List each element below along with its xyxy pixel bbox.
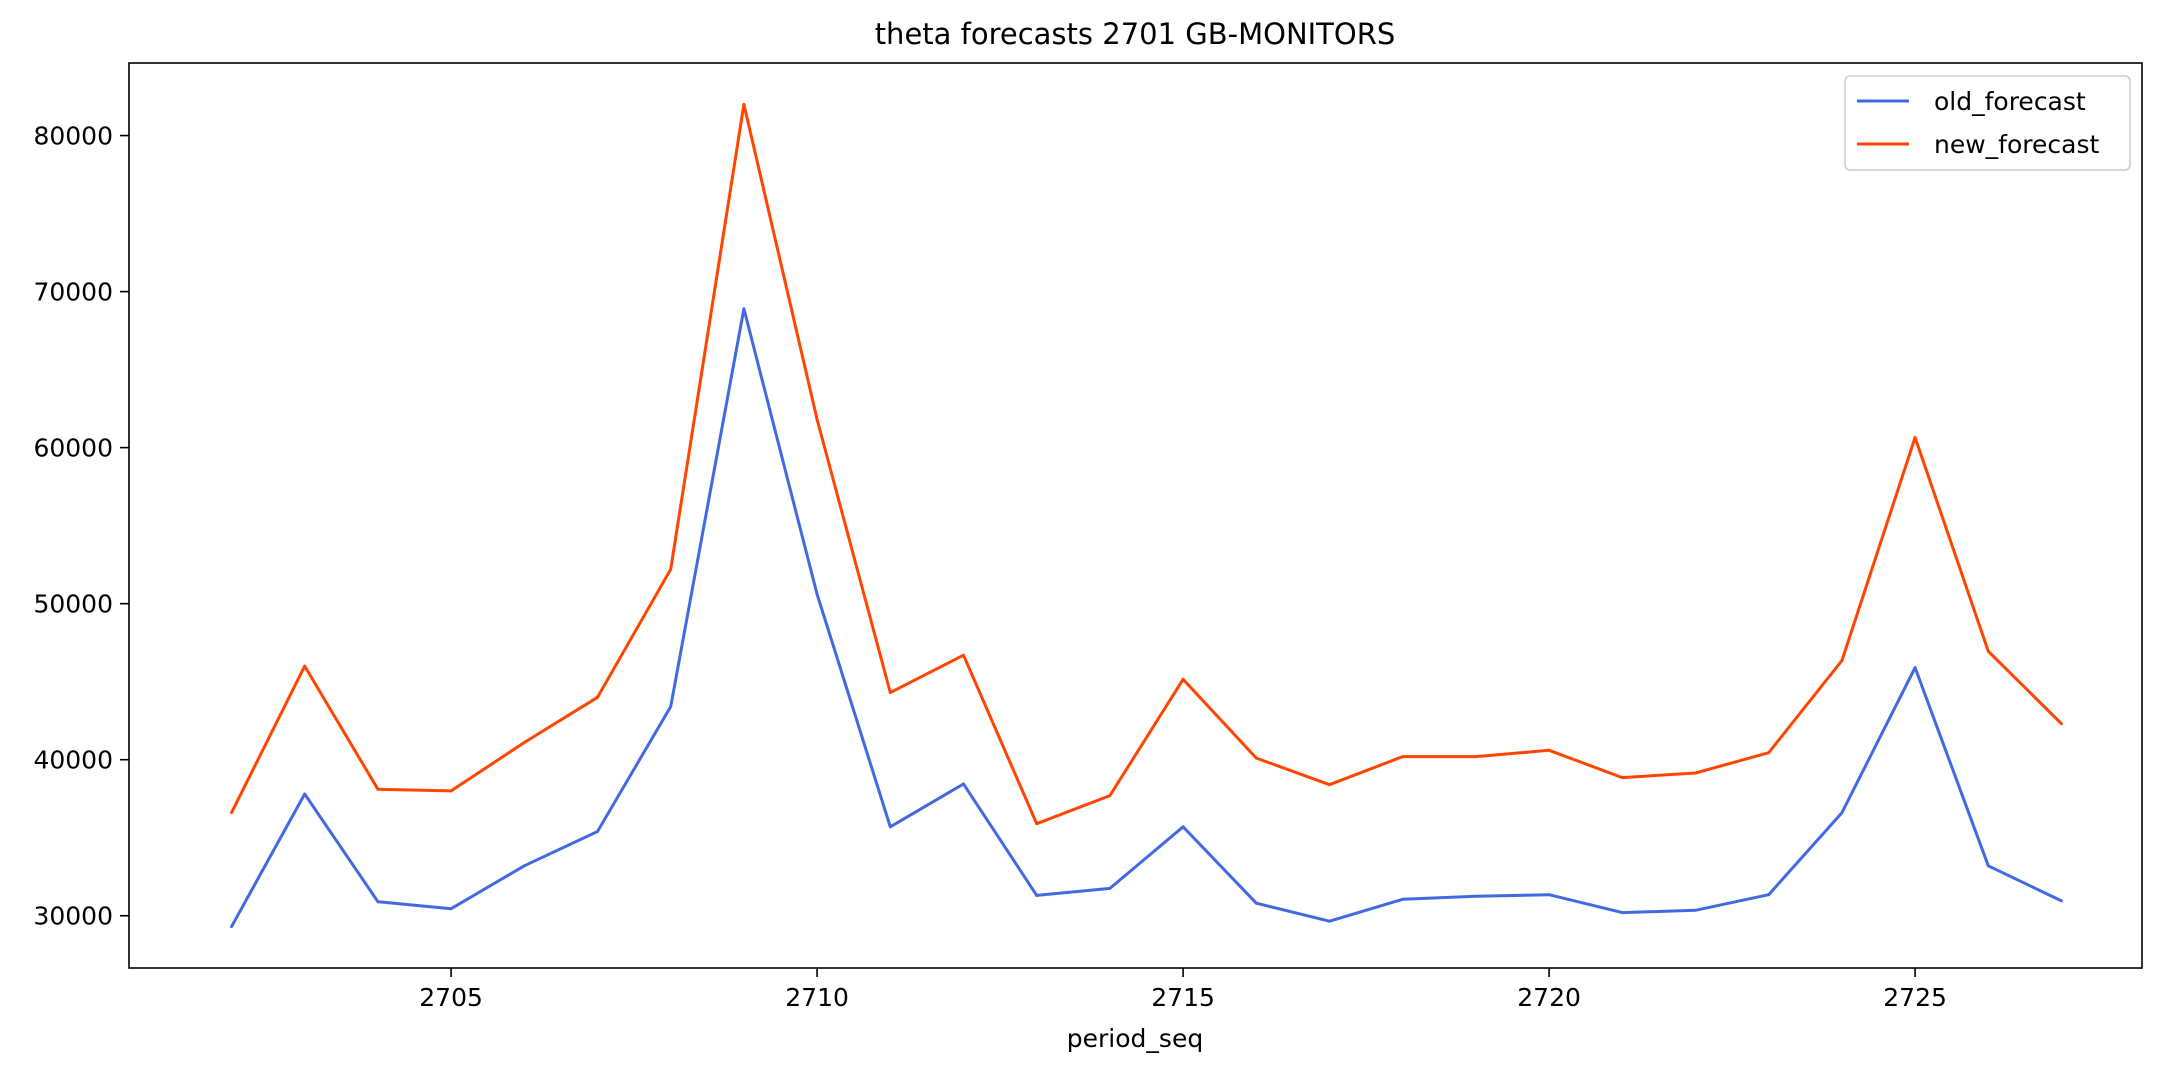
data-point-old_forecast xyxy=(596,830,599,833)
data-point-new_forecast xyxy=(815,418,819,421)
x-tick-label: 2705 xyxy=(419,983,483,1012)
x-axis-label: period_seq xyxy=(1067,1024,1203,1053)
data-point-old_forecast xyxy=(449,907,453,911)
data-point-new_forecast xyxy=(2060,722,2063,726)
data-point-old_forecast xyxy=(1181,825,1185,829)
x-tick-label: 2710 xyxy=(785,983,849,1012)
data-point-old_forecast xyxy=(669,705,673,709)
data-point-old_forecast xyxy=(1401,897,1405,901)
data-point-old_forecast xyxy=(962,782,965,786)
data-point-old_forecast xyxy=(1547,893,1551,897)
x-tick-label: 2720 xyxy=(1517,983,1581,1012)
data-point-new_forecast xyxy=(1547,748,1551,752)
chart-title: theta forecasts 2701 GB-MONITORS xyxy=(875,17,1396,51)
data-point-new_forecast xyxy=(1840,659,1844,663)
y-tick-label: 60000 xyxy=(33,434,113,463)
y-tick-label: 50000 xyxy=(33,590,113,619)
series-line-new_forecast xyxy=(230,102,2063,826)
tick-layer: 2705 2710 2715 2720 2725 30000 40000 50000 60000… xyxy=(33,122,1946,1012)
legend-label-old_forecast: old_forecast xyxy=(1934,87,2086,116)
data-point-new_forecast xyxy=(669,567,673,571)
data-point-new_forecast xyxy=(1108,794,1112,797)
data-point-new_forecast xyxy=(596,695,599,699)
data-point-new_forecast xyxy=(303,664,307,668)
data-point-new_forecast xyxy=(230,811,233,815)
y-tick-label: 40000 xyxy=(33,746,113,775)
data-point-old_forecast xyxy=(1474,894,1478,898)
x-tick-label: 2725 xyxy=(1883,983,1947,1012)
data-point-new_forecast xyxy=(888,691,892,694)
data-point-new_forecast xyxy=(1474,755,1478,758)
data-point-old_forecast xyxy=(230,925,233,929)
data-point-old_forecast xyxy=(1254,901,1258,905)
data-point-new_forecast xyxy=(1620,776,1624,780)
data-point-new_forecast xyxy=(1254,756,1258,760)
data-point-old_forecast xyxy=(1035,894,1039,897)
data-point-old_forecast xyxy=(303,792,307,796)
data-point-old_forecast xyxy=(815,592,819,596)
data-point-old_forecast xyxy=(376,900,380,904)
legend-box xyxy=(1844,75,2131,171)
data-point-new_forecast xyxy=(449,789,453,793)
data-point-new_forecast xyxy=(1401,755,1405,758)
data-point-new_forecast xyxy=(1035,822,1039,826)
data-point-new_forecast xyxy=(376,787,380,791)
data-point-new_forecast xyxy=(1694,771,1697,775)
data-point-old_forecast xyxy=(1840,811,1844,815)
data-point-old_forecast xyxy=(1694,908,1697,912)
legend: old_forecast new_forecast xyxy=(1844,75,2131,171)
y-tick-label: 80000 xyxy=(33,122,113,151)
data-point-old_forecast xyxy=(1913,666,1917,670)
data-point-new_forecast xyxy=(1986,649,1990,653)
data-point-new_forecast xyxy=(1181,677,1185,681)
data-point-old_forecast xyxy=(1108,887,1112,890)
data-point-new_forecast xyxy=(742,102,746,106)
y-tick-label: 30000 xyxy=(33,902,113,931)
legend-label-new_forecast: new_forecast xyxy=(1934,130,2099,159)
data-point-old_forecast xyxy=(1986,864,1990,868)
series-layer xyxy=(230,102,2063,929)
y-tick-label: 70000 xyxy=(33,278,113,307)
data-point-old_forecast xyxy=(1767,893,1771,897)
data-point-old_forecast xyxy=(2060,899,2063,903)
data-point-old_forecast xyxy=(742,307,746,311)
series-line-old_forecast xyxy=(230,307,2063,928)
axes-frame xyxy=(128,62,2143,969)
data-point-old_forecast xyxy=(1328,919,1331,923)
x-tick-label: 2715 xyxy=(1151,983,1215,1012)
data-point-old_forecast xyxy=(888,825,892,829)
data-point-old_forecast xyxy=(522,864,526,868)
data-point-old_forecast xyxy=(1620,911,1624,915)
data-point-new_forecast xyxy=(1913,436,1917,439)
data-point-new_forecast xyxy=(1328,783,1331,787)
data-point-new_forecast xyxy=(1767,751,1771,755)
data-point-new_forecast xyxy=(522,741,526,744)
data-point-new_forecast xyxy=(962,653,965,657)
